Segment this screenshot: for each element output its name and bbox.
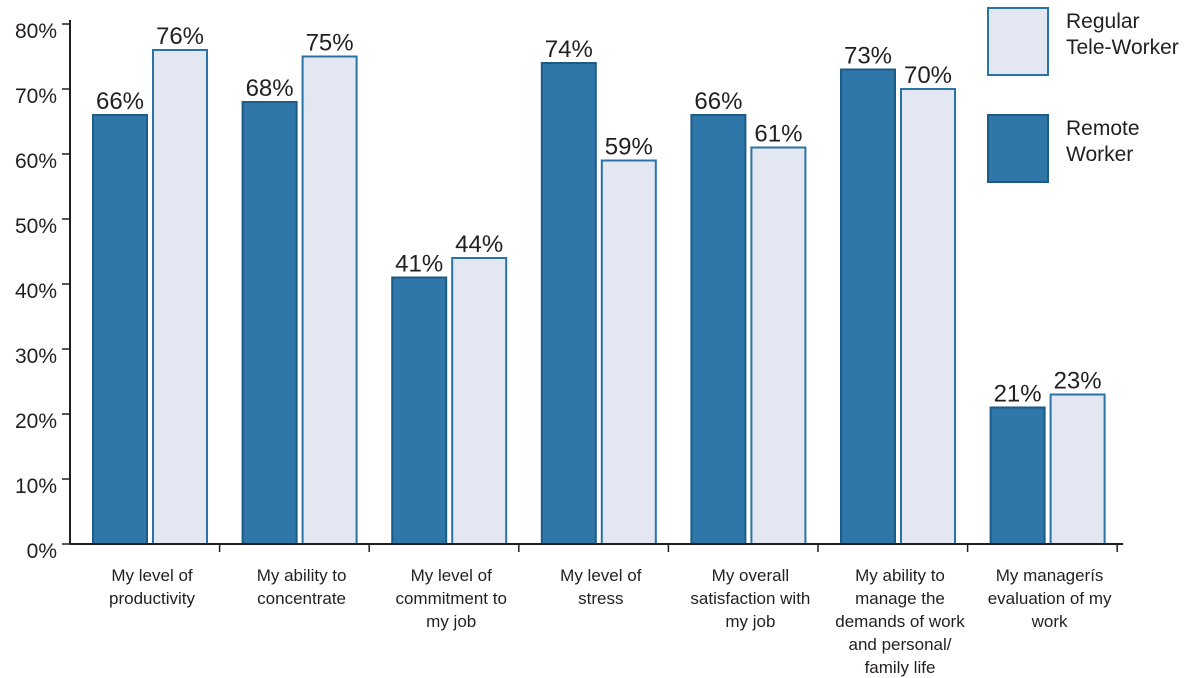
- value-label-regular-tele-worker-4: 59%: [605, 134, 653, 161]
- bar-remote-worker-6: [840, 68, 896, 545]
- value-label-regular-tele-worker-5: 61%: [754, 121, 802, 148]
- bar-regular-tele-worker-6: [900, 88, 956, 545]
- value-label-remote-worker-4: 74%: [545, 36, 593, 63]
- y-tick-label-50: 50%: [15, 215, 57, 238]
- bar-remote-worker-4: [540, 62, 597, 545]
- value-label-remote-worker-5: 66%: [694, 88, 742, 115]
- value-labels: 66% 68% 41% 74% 66% 73% 21% 76% 75% 44% 59% 61% 70% 2…: [96, 23, 1102, 408]
- legend: Regular Tele-Worker Remote Worker: [987, 7, 1179, 183]
- value-label-regular-tele-worker-6: 70%: [904, 62, 952, 89]
- y-tick-label-60: 60%: [15, 150, 57, 173]
- y-tick-label-80: 80%: [15, 20, 57, 43]
- value-label-remote-worker-2: 68%: [246, 75, 294, 102]
- bar-regular-tele-worker-3: [451, 257, 508, 545]
- bars: [92, 49, 1106, 545]
- value-label-regular-tele-worker-7: 23%: [1054, 368, 1102, 395]
- bar-remote-worker-5: [690, 114, 747, 545]
- y-tick-label-70: 70%: [15, 85, 57, 108]
- legend-label-regular-tele-worker: Regular Tele-Worker: [1066, 10, 1179, 59]
- value-label-remote-worker-1: 66%: [96, 88, 144, 115]
- bar-remote-worker-3: [391, 276, 448, 545]
- bar-remote-worker-7: [989, 406, 1046, 545]
- y-axis: 0% 10% 20% 30% 40% 50% 60% 70% 80%: [15, 20, 71, 563]
- y-tick-label-10: 10%: [15, 475, 57, 498]
- value-label-remote-worker-6: 73%: [844, 43, 892, 70]
- y-tick-label-40: 40%: [15, 280, 57, 303]
- y-tick-label-20: 20%: [15, 410, 57, 433]
- legend-label-remote-worker: Remote Worker: [1066, 117, 1140, 166]
- bar-regular-tele-worker-2: [301, 55, 358, 545]
- y-tick-label-30: 30%: [15, 345, 57, 368]
- bar-remote-worker-2: [241, 101, 298, 545]
- x-tick-label-6: My ability to manage the demands of work an…: [835, 566, 965, 677]
- bar-regular-tele-worker-1: [152, 49, 208, 545]
- category-labels: My level of productivity My ability to conc…: [109, 566, 1112, 677]
- x-tick-label-3: My level of commitment to my job: [395, 566, 506, 631]
- legend-swatch-regular-tele-worker: [987, 7, 1049, 76]
- bar-regular-tele-worker-5: [750, 146, 807, 545]
- x-tick-label-2: My ability to concentrate: [257, 566, 347, 608]
- value-label-regular-tele-worker-1: 76%: [156, 23, 204, 50]
- x-tick-label-1: My level of productivity: [109, 566, 195, 608]
- value-label-regular-tele-worker-2: 75%: [306, 30, 354, 57]
- y-tick-label-0: 0%: [27, 540, 57, 563]
- x-tick-label-7: My managerís evaluation of my work: [988, 566, 1112, 631]
- x-tick-label-4: My level of stress: [560, 566, 642, 608]
- bar-remote-worker-1: [92, 114, 148, 545]
- legend-swatch-remote-worker: [987, 114, 1049, 183]
- value-label-remote-worker-7: 21%: [994, 381, 1042, 408]
- bar-regular-tele-worker-7: [1049, 393, 1106, 545]
- value-label-remote-worker-3: 41%: [395, 251, 443, 278]
- x-axis: [70, 543, 1124, 552]
- x-tick-label-5: My overall satisfaction with my job: [690, 566, 810, 631]
- value-label-regular-tele-worker-3: 44%: [455, 231, 503, 258]
- bar-regular-tele-worker-4: [600, 159, 657, 545]
